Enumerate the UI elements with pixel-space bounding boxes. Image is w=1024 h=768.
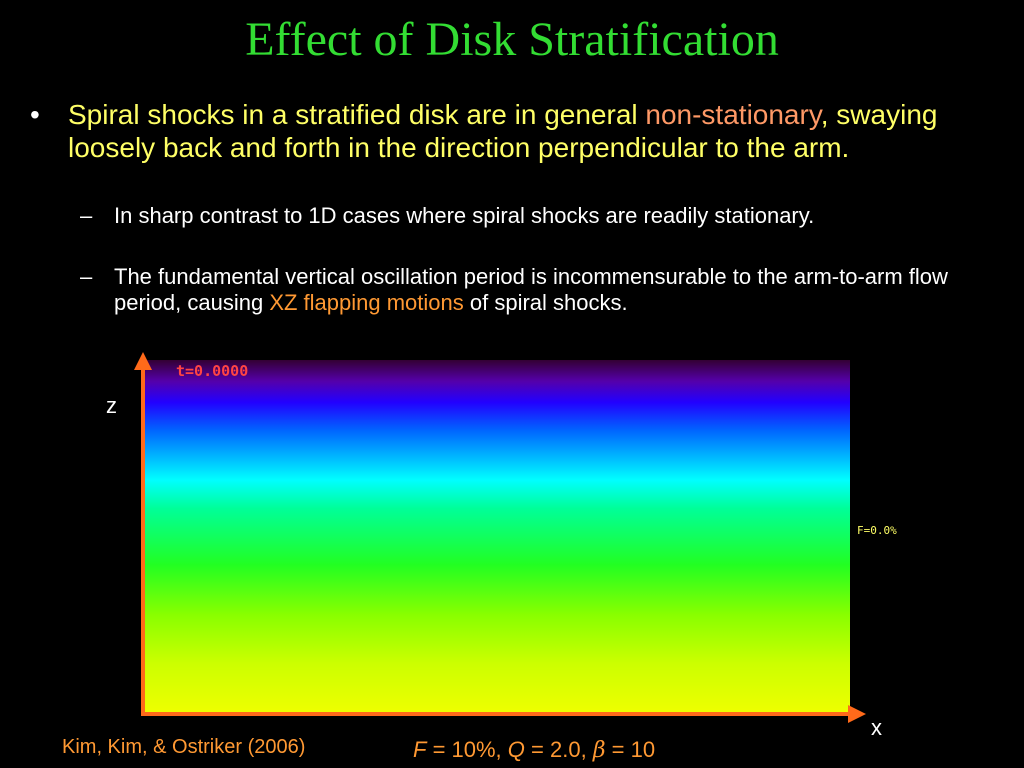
z-axis-label: z: [106, 393, 117, 418]
citation: Kim, Kim, & Ostriker (2006): [62, 736, 306, 758]
main-bullet-text-start: Spiral shocks in a stratified disk are i…: [68, 99, 646, 130]
sub-bullet-text: In sharp contrast to 1D cases where spir…: [114, 203, 960, 229]
main-bullet-text-end: , swaying loosely back and forth in the …: [68, 99, 938, 163]
sub-bullet-marker: –: [80, 203, 93, 228]
sub-bullet-text: The fundamental vertical oscillation per…: [114, 264, 960, 316]
beta-value: = 10: [605, 737, 656, 762]
bullet-marker: •: [30, 99, 40, 130]
slide-title: Effect of Disk Stratification: [245, 13, 779, 66]
time-stamp: t=0.0000: [176, 362, 249, 380]
sub-bullet-text-start: The fundamental vertical oscillation per…: [114, 264, 948, 315]
q-symbol: Q: [507, 737, 525, 762]
x-axis-label: x: [871, 715, 882, 740]
f-value-label: F=0.0%: [857, 524, 897, 537]
f-value: = 10%,: [426, 737, 508, 762]
sub-bullet-highlight: XZ flapping motions: [269, 290, 464, 315]
main-bullet-highlight: non-stationary: [645, 99, 821, 130]
sub-bullet-marker: –: [80, 264, 93, 289]
q-value: = 2.0,: [524, 737, 593, 762]
x-axis-arrowhead: [848, 705, 866, 723]
beta-symbol: β: [592, 738, 606, 763]
main-bullet: • Spiral shocks in a stratified disk are…: [22, 98, 962, 164]
sub-bullet-2: – The fundamental vertical oscillation p…: [80, 264, 960, 316]
sub-bullet-text-end: of spiral shocks.: [463, 290, 628, 315]
main-bullet-text: Spiral shocks in a stratified disk are i…: [68, 98, 962, 164]
simulation-image: [145, 360, 850, 713]
sub-bullet-text-start: In sharp contrast to 1D cases where spir…: [114, 203, 815, 228]
f-symbol: F: [413, 737, 427, 762]
model-parameters: F = 10%, Q = 2.0, β = 10: [413, 737, 655, 763]
sub-bullet-1: – In sharp contrast to 1D cases where sp…: [80, 203, 960, 229]
